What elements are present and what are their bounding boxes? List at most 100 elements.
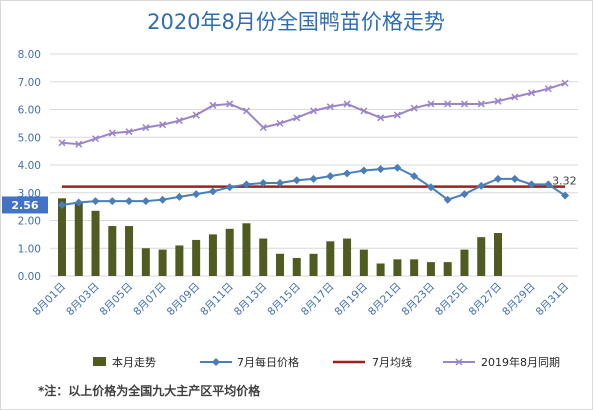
y-tick-label: 0.00 [18, 271, 41, 283]
y-tick-label: 5.00 [18, 132, 41, 144]
point-jul-daily [158, 195, 167, 204]
point-aug-2019 [75, 140, 83, 148]
bar-current-month [91, 210, 100, 276]
bar-current-month [376, 263, 385, 276]
jul-average-value-label: 3.32 [552, 175, 577, 188]
point-jul-daily [544, 180, 553, 189]
bar-current-month [359, 249, 368, 276]
point-aug-2019 [511, 93, 519, 101]
y-axis-tick-labels: 0.001.002.003.004.005.006.007.008.00 [18, 49, 41, 283]
legend-label-current-month: 本月走势 [112, 355, 156, 369]
bar-current-month [208, 234, 217, 276]
point-aug-2019 [477, 100, 485, 108]
bar-current-month [426, 262, 435, 276]
point-aug-2019 [259, 124, 267, 132]
bar-current-month [275, 253, 284, 276]
bar-current-month [158, 249, 167, 276]
y-tick-label: 8.00 [18, 49, 41, 61]
bar-current-month [309, 253, 318, 276]
footnote: *注：以上价格为全国九大主产区平均价格 [38, 383, 261, 398]
bar-current-month [393, 259, 402, 276]
point-jul-daily [426, 183, 435, 192]
legend: 本月走势 7月每日价格 7月均线 2019年8月同期 [93, 355, 560, 369]
point-aug-2019 [58, 139, 66, 147]
point-jul-daily [477, 181, 486, 190]
bar-current-month [460, 249, 469, 276]
point-aug-2019 [410, 104, 418, 112]
point-aug-2019 [175, 117, 183, 125]
legend-item-aug-2019: 2019年8月同期 [443, 355, 560, 369]
point-jul-daily [460, 190, 469, 199]
point-aug-2019 [192, 111, 200, 119]
point-jul-daily [175, 192, 184, 201]
bar-current-month [292, 257, 301, 276]
legend-label-jul-daily: 7月每日价格 [237, 355, 299, 369]
legend-label-jul-average: 7月均线 [372, 355, 412, 369]
point-jul-daily [326, 172, 335, 181]
point-jul-daily [527, 180, 536, 189]
point-jul-daily [242, 180, 251, 189]
point-jul-daily [410, 172, 419, 181]
label-text: 2.56 [11, 199, 38, 212]
point-aug-2019 [494, 97, 502, 105]
point-aug-2019 [310, 107, 318, 115]
point-aug-2019 [142, 124, 150, 132]
point-jul-daily [561, 191, 570, 200]
point-aug-2019 [125, 128, 133, 136]
gridlines [50, 53, 578, 277]
point-aug-2019 [343, 100, 351, 108]
point-aug-2019 [108, 129, 116, 137]
bar-current-month [57, 198, 66, 276]
point-aug-2019 [209, 101, 217, 109]
point-jul-daily [208, 187, 217, 196]
point-jul-daily [259, 179, 268, 188]
data-labels: 2.56 3.32 [1, 175, 577, 214]
series-aug-2019 [58, 79, 569, 148]
point-jul-daily [443, 195, 452, 204]
label-box [1, 196, 48, 214]
bar-current-month [175, 245, 184, 276]
point-aug-2019 [159, 121, 167, 129]
point-jul-daily [108, 197, 117, 206]
point-jul-daily [376, 165, 385, 174]
point-jul-daily [125, 197, 134, 206]
point-aug-2019 [377, 114, 385, 122]
line-series [57, 79, 570, 209]
point-jul-daily [343, 169, 352, 178]
point-aug-2019 [544, 85, 552, 93]
point-jul-daily [510, 174, 519, 183]
bar-current-month [494, 232, 503, 276]
bar-current-month [242, 223, 251, 276]
bar-current-month [74, 202, 83, 276]
point-aug-2019 [326, 103, 334, 111]
bar-current-month [477, 237, 486, 276]
point-jul-daily [141, 197, 150, 206]
point-aug-2019 [91, 135, 100, 143]
legend-item-jul-average: 7月均线 [333, 355, 412, 369]
bar-current-month [443, 262, 452, 276]
bar-current-month [410, 259, 419, 276]
y-tick-label: 4.00 [18, 160, 41, 172]
point-aug-2019 [276, 119, 284, 127]
bar-current-month [343, 238, 352, 276]
point-jul-daily [225, 183, 234, 192]
point-jul-daily [91, 197, 100, 206]
point-aug-2019 [226, 100, 234, 108]
point-jul-daily [309, 174, 318, 183]
bar-series-current-month [57, 198, 503, 276]
point-aug-2019 [360, 107, 368, 115]
point-jul-daily [192, 190, 201, 199]
bar-current-month [225, 228, 234, 276]
point-aug-2019 [460, 100, 468, 108]
point-jul-daily [74, 198, 83, 207]
point-jul-daily [359, 166, 368, 175]
point-jul-daily [393, 163, 402, 172]
y-tick-label: 2.00 [18, 216, 41, 228]
point-aug-2019 [444, 100, 452, 108]
bar-current-month [192, 239, 201, 276]
series-jul-daily [57, 163, 570, 209]
bar-current-month [125, 226, 134, 276]
point-jul-daily [494, 174, 503, 183]
